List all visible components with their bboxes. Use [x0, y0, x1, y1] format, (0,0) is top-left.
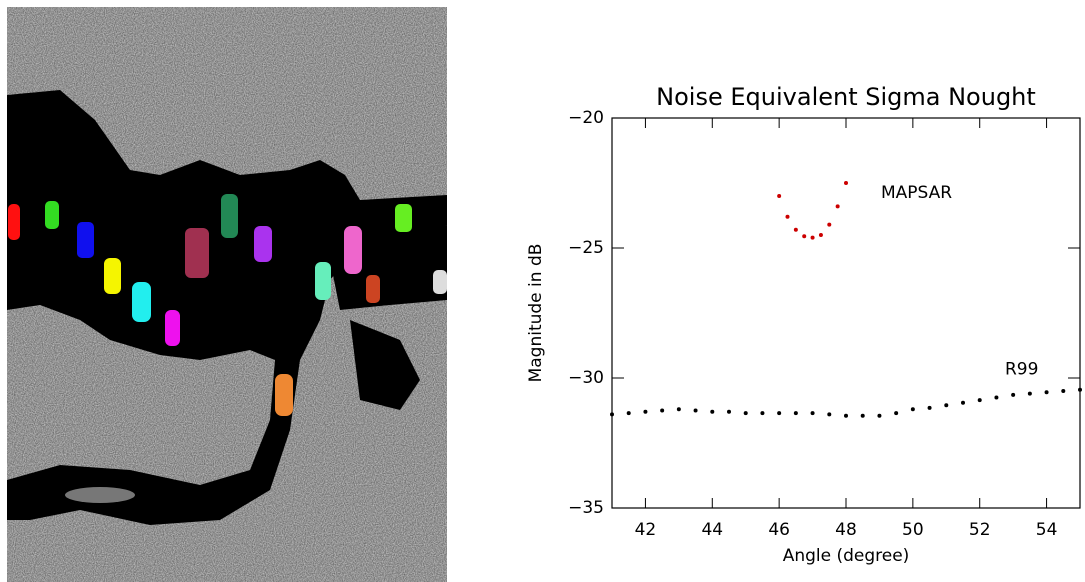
data-point: [977, 398, 982, 403]
data-point: [910, 407, 915, 412]
data-point: [793, 227, 798, 232]
x-axis-label: Angle (degree): [783, 546, 910, 566]
data-point: [660, 408, 665, 413]
data-point: [727, 409, 731, 414]
data-point: [860, 413, 865, 418]
data-point: [894, 411, 899, 416]
data-point: [961, 400, 965, 405]
data-point: [777, 194, 782, 198]
y-tick-label: −35: [568, 498, 604, 518]
data-point: [827, 412, 832, 417]
plot-frame: [611, 117, 1081, 509]
x-tick-label: 48: [835, 520, 857, 540]
data-point: [1061, 389, 1066, 393]
data-point: [676, 407, 681, 412]
data-point: [810, 235, 815, 240]
x-tick-label: 54: [1036, 520, 1058, 540]
data-point: [994, 395, 999, 400]
data-point: [643, 409, 648, 414]
data-point: [626, 411, 631, 416]
chart-title: Noise Equivalent Sigma Nought: [656, 83, 1036, 111]
data-point: [1027, 391, 1032, 396]
sample-regions: [8, 194, 447, 416]
data-point: [818, 233, 823, 237]
y-axis-label: Magnitude in dB: [526, 244, 546, 383]
data-point: [802, 234, 807, 239]
data-point: [877, 413, 882, 418]
x-tick-label: 44: [701, 520, 723, 540]
data-point: [1011, 392, 1016, 397]
data-point: [844, 181, 848, 185]
data-point: [1044, 390, 1049, 395]
sar-image: [7, 7, 447, 582]
data-point: [777, 411, 782, 416]
data-point: [927, 405, 932, 410]
y-tick-label: −25: [568, 238, 604, 258]
data-point: [835, 204, 840, 209]
data-point: [827, 222, 832, 227]
y-tick-label: −30: [568, 368, 604, 388]
data-point: [785, 214, 790, 219]
data-point: [1078, 387, 1082, 392]
data-point: [793, 411, 798, 416]
data-point: [760, 411, 765, 416]
data-point: [844, 413, 848, 418]
series-label: R99: [1005, 360, 1038, 380]
data-point: [693, 408, 698, 413]
x-tick-label: 46: [768, 520, 790, 540]
data-point: [710, 409, 715, 414]
x-tick-label: 52: [969, 520, 991, 540]
x-tick-label: 50: [902, 520, 924, 540]
data-point: [810, 411, 815, 416]
series-label: MAPSAR: [881, 183, 952, 203]
y-tick-label: −20: [568, 108, 604, 128]
data-point: [610, 412, 614, 417]
x-tick-label: 42: [635, 520, 657, 540]
data-point: [743, 411, 748, 416]
data-point: [944, 403, 949, 408]
